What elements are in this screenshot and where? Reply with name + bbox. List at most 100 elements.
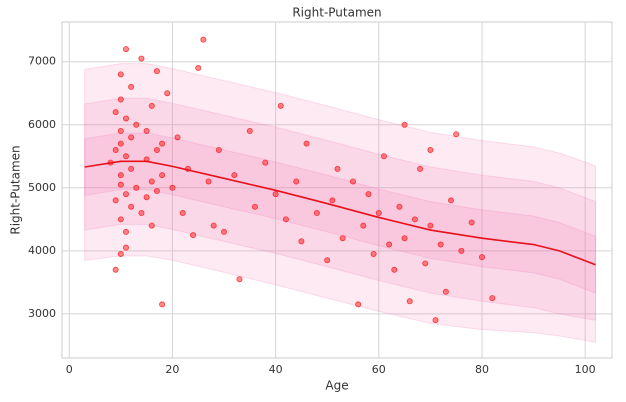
- data-point: [355, 301, 362, 308]
- centile-band: [84, 97, 596, 321]
- data-point: [190, 232, 197, 239]
- data-point: [117, 250, 124, 257]
- data-point: [360, 222, 367, 229]
- data-point: [169, 184, 176, 191]
- data-point: [117, 172, 124, 179]
- data-point: [448, 197, 455, 204]
- data-point: [159, 172, 166, 179]
- x-tick-label: 100: [575, 363, 596, 376]
- data-point: [386, 241, 393, 248]
- y-axis-label: Right-Putamen: [9, 145, 23, 234]
- data-point: [453, 131, 460, 138]
- data-point: [122, 153, 129, 160]
- data-point: [122, 228, 129, 235]
- data-point: [422, 260, 429, 267]
- x-axis-label: Age: [325, 379, 348, 393]
- data-point: [112, 197, 119, 204]
- y-tick-label: 7000: [28, 55, 56, 68]
- data-point: [236, 276, 243, 283]
- data-point: [112, 266, 119, 273]
- x-tick-label: 60: [372, 363, 386, 376]
- data-point: [122, 244, 129, 251]
- data-point: [277, 102, 284, 109]
- data-point: [148, 178, 155, 185]
- data-point: [128, 165, 135, 172]
- data-point: [122, 46, 129, 53]
- data-point: [282, 216, 289, 223]
- data-point: [272, 191, 279, 198]
- data-point: [406, 298, 413, 305]
- data-point: [112, 146, 119, 153]
- centile-band: [84, 63, 596, 343]
- data-point: [427, 146, 434, 153]
- data-point: [122, 115, 129, 122]
- plot-frame: [61, 21, 613, 359]
- data-point: [148, 222, 155, 229]
- data-point: [112, 109, 119, 116]
- x-tick-label: 0: [66, 363, 73, 376]
- centile-band: [84, 132, 596, 294]
- data-point: [153, 68, 160, 75]
- data-point: [489, 295, 496, 302]
- data-point: [293, 178, 300, 185]
- data-point: [370, 250, 377, 257]
- data-point: [148, 102, 155, 109]
- data-point: [251, 203, 258, 210]
- data-point: [458, 247, 465, 254]
- data-point: [153, 146, 160, 153]
- data-point: [231, 172, 238, 179]
- data-point: [411, 216, 418, 223]
- x-tick-label: 20: [165, 363, 179, 376]
- data-point: [200, 36, 207, 43]
- y-tick-label: 3000: [28, 307, 56, 320]
- data-point: [143, 194, 150, 201]
- data-point: [324, 257, 331, 264]
- data-point: [313, 210, 320, 217]
- data-point: [195, 65, 202, 72]
- data-point: [117, 96, 124, 103]
- data-point: [298, 238, 305, 245]
- data-point: [380, 153, 387, 160]
- data-point: [215, 146, 222, 153]
- data-point: [117, 128, 124, 135]
- data-point: [417, 165, 424, 172]
- data-point: [138, 55, 145, 62]
- data-point: [339, 235, 346, 242]
- data-point: [179, 210, 186, 217]
- data-point: [143, 128, 150, 135]
- data-point: [138, 210, 145, 217]
- data-point: [391, 266, 398, 273]
- data-point: [442, 288, 449, 295]
- data-point: [117, 71, 124, 78]
- data-point: [365, 191, 372, 198]
- data-point: [396, 203, 403, 210]
- data-point: [437, 241, 444, 248]
- x-tick-label: 40: [269, 363, 283, 376]
- data-point: [427, 222, 434, 229]
- data-point: [128, 83, 135, 90]
- data-point: [133, 121, 140, 128]
- data-point: [349, 178, 356, 185]
- data-point: [401, 121, 408, 128]
- data-point: [375, 210, 382, 217]
- x-tick-label: 80: [475, 363, 489, 376]
- data-point: [159, 301, 166, 308]
- data-point: [174, 134, 181, 141]
- data-point: [117, 181, 124, 188]
- data-point: [153, 187, 160, 194]
- data-point: [303, 140, 310, 147]
- median-line: [84, 160, 596, 266]
- data-point: [205, 178, 212, 185]
- data-point: [133, 184, 140, 191]
- y-tick-label: 4000: [28, 244, 56, 257]
- data-point: [122, 191, 129, 198]
- data-point: [262, 159, 269, 166]
- data-point: [164, 90, 171, 97]
- data-point: [334, 165, 341, 172]
- data-point: [401, 235, 408, 242]
- data-point: [117, 140, 124, 147]
- data-point: [159, 140, 166, 147]
- data-point: [468, 219, 475, 226]
- data-point: [117, 216, 124, 223]
